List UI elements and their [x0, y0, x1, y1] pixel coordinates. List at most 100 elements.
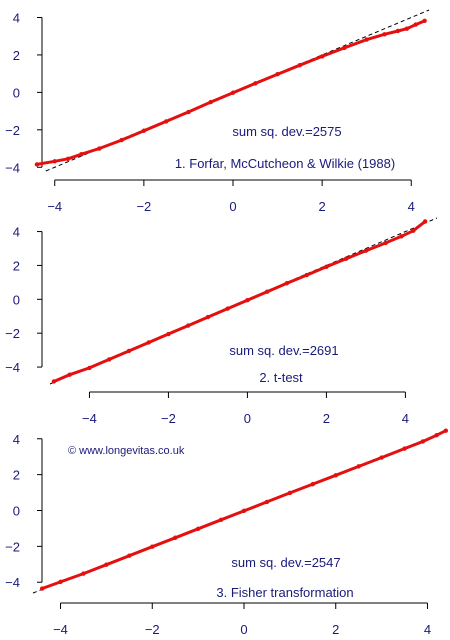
- qq-point: [205, 314, 211, 320]
- qq-point: [208, 99, 213, 105]
- qq-point: [106, 357, 112, 362]
- qq-point: [324, 264, 329, 269]
- qq-point: [79, 151, 84, 157]
- qq-point: [443, 428, 449, 433]
- x-tick-label: 2: [319, 199, 326, 214]
- x-tick-label: −4: [53, 622, 68, 637]
- credit-text: © www.longevitas.co.uk: [68, 445, 185, 457]
- qq-point: [150, 544, 155, 549]
- qq-point: [304, 272, 309, 278]
- qq-point: [434, 432, 439, 438]
- qq-point: [141, 128, 147, 133]
- qq-point: [218, 517, 224, 523]
- y-tick-label: 2: [13, 258, 20, 273]
- x-tick-label: 2: [332, 622, 339, 637]
- qq-point: [284, 281, 290, 286]
- qq-panel-t-test: sum sq. dev.=2691 2. t-test −4 −2 0 2 4 −4 −2 0…: [5, 217, 438, 426]
- y-tick-label: 0: [13, 85, 20, 100]
- qq-point: [264, 499, 270, 505]
- qq-point: [241, 508, 247, 514]
- y-tick-label: 4: [13, 225, 20, 240]
- reference-line: [45, 9, 430, 172]
- y-tick-label: 0: [13, 292, 20, 307]
- qq-point: [245, 297, 250, 303]
- qq-point: [52, 159, 57, 164]
- qq-point: [195, 526, 201, 531]
- y-tick-label: 4: [13, 432, 20, 447]
- qq-point: [275, 72, 280, 77]
- qq-point: [87, 365, 92, 371]
- qq-point: [126, 348, 132, 354]
- qq-point: [402, 446, 407, 451]
- y-tick-label: 2: [13, 468, 20, 483]
- qq-point: [146, 340, 151, 345]
- y-tick-label: 2: [13, 48, 20, 63]
- qq-point: [319, 54, 325, 59]
- qq-point: [65, 156, 71, 162]
- x-tick-label: −4: [47, 199, 62, 214]
- x-tick-label: −2: [136, 199, 151, 214]
- qq-point: [342, 45, 347, 51]
- y-tick-label: −4: [5, 575, 20, 590]
- x-tick-label: 0: [244, 411, 251, 426]
- qq-point: [399, 234, 404, 239]
- x-tick-label: 0: [240, 622, 247, 637]
- x-tick-label: −2: [161, 411, 176, 426]
- qq-point: [343, 256, 349, 261]
- qq-point: [58, 579, 63, 585]
- qq-point: [39, 586, 45, 591]
- qq-point: [379, 455, 384, 460]
- qq-panel-fmw: sum sq. dev.=2575 1. Forfar, McCutcheon …: [5, 9, 430, 214]
- x-tick-label: 2: [323, 411, 330, 426]
- qq-point: [395, 28, 401, 34]
- qq-point: [404, 26, 410, 31]
- panel-title: 1. Forfar, McCutcheon & Wilkie (1988): [175, 156, 395, 171]
- qq-point: [186, 109, 191, 115]
- x-tick-label: 0: [229, 199, 236, 214]
- x-tick-label: 4: [424, 622, 431, 637]
- panel-title: 2. t-test: [259, 370, 303, 385]
- y-tick-label: 0: [13, 504, 20, 519]
- qq-point: [119, 137, 124, 143]
- y-tick-label: −2: [5, 326, 20, 341]
- qq-point: [297, 63, 303, 68]
- qq-point: [67, 372, 72, 377]
- qq-point: [411, 228, 416, 233]
- qq-series-line: [40, 429, 448, 590]
- sum-sq-dev-label: sum sq. dev.=2691: [229, 343, 338, 358]
- qq-point: [356, 464, 361, 469]
- qq-point: [225, 306, 230, 311]
- qq-point: [333, 473, 338, 478]
- qq-series-line: [35, 19, 427, 166]
- qq-point: [166, 331, 171, 337]
- qq-point: [81, 571, 86, 576]
- qq-point: [97, 146, 102, 151]
- x-tick-label: 4: [408, 199, 415, 214]
- sum-sq-dev-label: sum sq. dev.=2575: [232, 124, 341, 139]
- qq-point: [420, 439, 426, 444]
- qq-point: [364, 37, 369, 42]
- qq-point: [382, 32, 387, 37]
- qq-point: [413, 22, 418, 27]
- y-tick-label: −4: [5, 360, 20, 375]
- y-tick-label: 4: [13, 10, 20, 25]
- qq-point: [383, 240, 388, 246]
- x-tick-label: −4: [82, 411, 97, 426]
- qq-point: [34, 162, 40, 167]
- panel-title: 3. Fisher transformation: [216, 585, 353, 600]
- qq-point: [51, 379, 57, 384]
- qq-point: [172, 535, 178, 540]
- qq-point: [363, 248, 369, 253]
- y-tick-label: −2: [5, 539, 20, 554]
- qq-point: [230, 90, 236, 95]
- qq-point: [422, 219, 428, 224]
- qq-point: [253, 81, 258, 86]
- y-tick-label: −4: [5, 160, 20, 175]
- qq-panel-fisher: © www.longevitas.co.uk sum sq. dev.=2547…: [5, 428, 450, 637]
- qq-point: [185, 323, 191, 328]
- x-tick-label: 4: [402, 411, 409, 426]
- qq-point: [287, 490, 293, 496]
- qq-point: [104, 562, 109, 567]
- qq-point: [310, 481, 316, 487]
